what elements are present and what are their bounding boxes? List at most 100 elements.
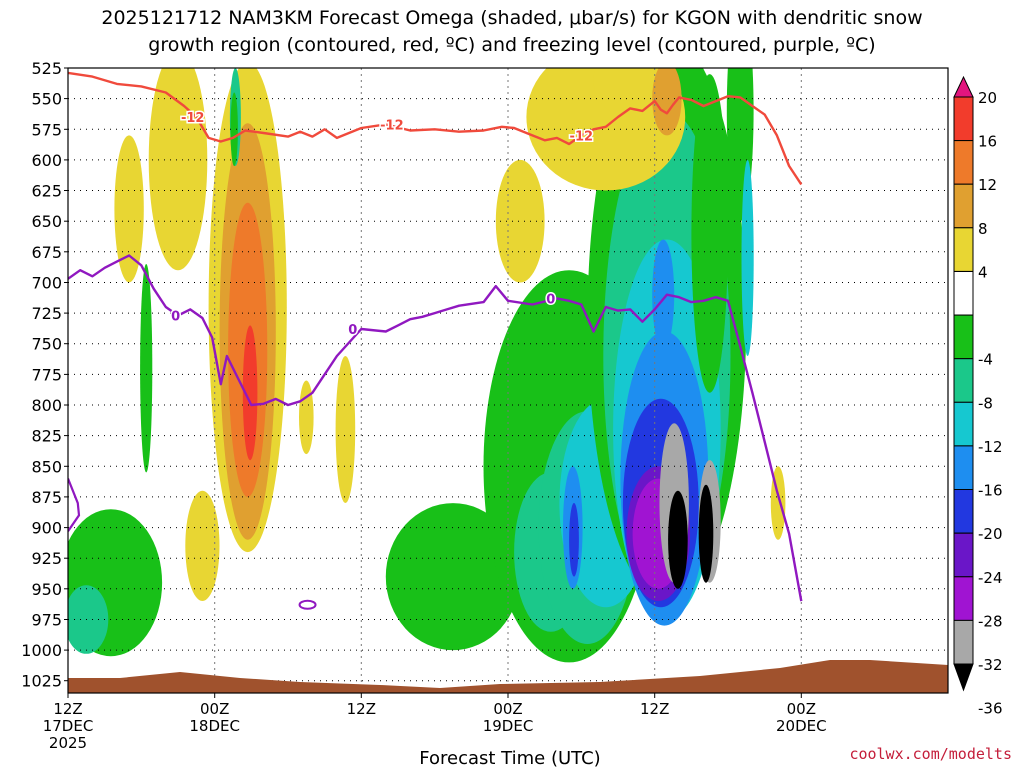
- omega-shading: [68, 68, 786, 663]
- x-tick-label-60-1: 20DEC: [776, 717, 827, 735]
- x-tick-label-60-0: 00Z: [787, 700, 816, 718]
- y-tick-label-925: 925: [31, 549, 62, 568]
- omega-region-13: [335, 356, 356, 503]
- omega-region-2: [114, 135, 144, 283]
- y-tick-label-975: 975: [31, 611, 62, 630]
- y-tick-label-825: 825: [31, 427, 62, 446]
- colorbar-tick-2: 12: [978, 176, 997, 194]
- colorbar-bin-6: [953, 314, 974, 360]
- colorbar-bin-5: [953, 271, 974, 316]
- colorbar-tick-4: 4: [978, 264, 988, 282]
- chart-title-line-1: 2025121712 NAM3KM Forecast Omega (shaded…: [101, 7, 922, 29]
- colorbar-tick-11: -28: [978, 612, 1003, 630]
- omega-region-32: [698, 484, 714, 583]
- omega-region-9: [242, 325, 258, 461]
- freezing-label-1: 0: [348, 323, 357, 338]
- colorbar-tick-8: -16: [978, 482, 1003, 500]
- y-tick-label-600: 600: [31, 151, 62, 170]
- colorbar-bin-12: [953, 576, 974, 621]
- colorbar-bin-3: [953, 183, 974, 229]
- omega-region-40: [495, 159, 545, 283]
- colorbar-tick-13: -36: [978, 700, 1003, 718]
- colorbar-tick-5: -4: [978, 351, 993, 369]
- freezing-label-0: 0: [171, 310, 180, 325]
- x-tick-label-0-2: 2025: [49, 734, 87, 752]
- colorbar-tick-3: 8: [978, 220, 988, 238]
- colorbar-tick-10: -24: [978, 569, 1003, 587]
- y-tick-label-800: 800: [31, 396, 62, 415]
- colorbar-tick-9: -20: [978, 525, 1003, 543]
- x-tick-label-12-1: 18DEC: [189, 717, 240, 735]
- y-tick-label-575: 575: [31, 120, 62, 139]
- y-tick-label-850: 850: [31, 457, 62, 476]
- colorbar-bin-10: [953, 489, 974, 534]
- omega-region-33: [691, 74, 728, 393]
- x-tick-label-24-0: 12Z: [347, 700, 376, 718]
- colorbar-bin-4: [953, 227, 974, 272]
- y-tick-label-1025: 1025: [21, 672, 62, 691]
- contour-lines: -12 -12 -12 0 0 0: [68, 71, 803, 610]
- y-tick-label-675: 675: [31, 243, 62, 262]
- freezing-level-line-lowlevel: [68, 478, 81, 532]
- y-tick-label-900: 900: [31, 519, 62, 538]
- colorbar-top-arrow: [953, 75, 974, 98]
- x-tick-label-0-0: 12Z: [53, 700, 82, 718]
- x-tick-label-36-1: 19DEC: [483, 717, 534, 735]
- y-tick-label-875: 875: [31, 488, 62, 507]
- omega-region-35: [741, 160, 754, 356]
- y-tick-label-650: 650: [31, 212, 62, 231]
- colorbar-bottom-arrow: [953, 663, 974, 692]
- colorbar-tick-1: 16: [978, 133, 997, 151]
- colorbar-tick-6: -8: [978, 394, 993, 412]
- dgz-label-2: -12: [570, 129, 594, 144]
- omega-region-3: [148, 68, 208, 271]
- omega-region-5: [140, 264, 153, 473]
- x-tick-label-0-1: 17DEC: [43, 717, 94, 735]
- y-tick-label-725: 725: [31, 304, 62, 323]
- dgz-isotherm-line: [68, 71, 803, 186]
- colorbar-bin-2: [953, 140, 974, 185]
- x-tick-label-12-0: 00Z: [200, 700, 229, 718]
- omega-region-14: [385, 503, 521, 651]
- colorbar-bin-13: [953, 619, 974, 665]
- colorbar-bin-8: [953, 401, 974, 447]
- omega-region-38: [652, 68, 682, 136]
- plot-area: -12 -12 -12 0 0 0: [68, 68, 948, 693]
- x-axis-label: Forecast Time (UTC): [419, 748, 600, 768]
- dgz-label-1: -12: [380, 118, 404, 133]
- credit-link[interactable]: coolwx.com/modelts: [849, 745, 1012, 763]
- freezing-level-line: [68, 254, 803, 602]
- freezing-level-line-pocket: [298, 599, 317, 610]
- y-tick-label-550: 550: [31, 90, 62, 109]
- colorbar-bin-1: [953, 96, 974, 142]
- grid-lines: [68, 68, 948, 693]
- omega-region-12: [299, 380, 314, 455]
- y-tick-label-950: 950: [31, 580, 62, 599]
- omega-region-26: [652, 239, 675, 350]
- omega-region-11: [230, 92, 238, 167]
- y-tick-label-625: 625: [31, 182, 62, 201]
- omega-region-4: [185, 490, 220, 601]
- colorbar-bin-9: [953, 445, 974, 490]
- y-axis: 525 550 575 600 625 650 675 700 725 750 775 800 825 8…: [21, 59, 68, 691]
- colorbar-bin-11: [953, 532, 974, 578]
- colorbar-tick-0: 20: [978, 89, 997, 107]
- dgz-label-0: -12: [181, 111, 205, 126]
- omega-region-1: [68, 585, 109, 654]
- freezing-label-2: 0: [546, 292, 555, 307]
- y-tick-label-750: 750: [31, 335, 62, 354]
- y-tick-label-1000: 1000: [21, 641, 62, 660]
- y-tick-label-525: 525: [31, 59, 62, 78]
- chart-title-line-2: growth region (contoured, red, ºC) and f…: [148, 34, 875, 56]
- y-tick-label-775: 775: [31, 365, 62, 384]
- colorbar: 20 16 12 8 4 -4 -8 -12 -16 -20 -24 -28 -32 -36: [953, 75, 1003, 718]
- colorbar-tick-12: -32: [978, 656, 1003, 674]
- x-tick-label-36-0: 00Z: [493, 700, 522, 718]
- omega-region-31: [668, 490, 688, 589]
- terrain-ground: [68, 660, 948, 693]
- colorbar-tick-7: -12: [978, 438, 1003, 456]
- y-tick-label-700: 700: [31, 274, 62, 293]
- omega-region-20: [569, 503, 579, 577]
